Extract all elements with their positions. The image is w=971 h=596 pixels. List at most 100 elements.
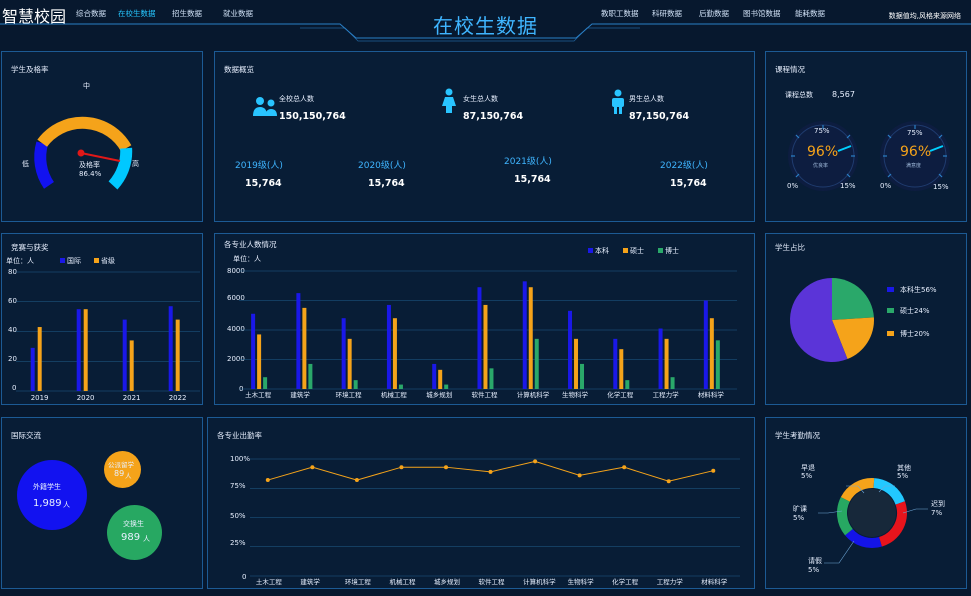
bar-国际-2020 — [76, 309, 81, 391]
nav-research[interactable]: 科研数据 — [652, 9, 682, 18]
xtick-2020: 2020 — [77, 394, 95, 402]
bubble-study-abroad — [104, 451, 141, 488]
pass-rate-label: 及格率 — [79, 161, 100, 169]
xtick-2022: 2022 — [169, 394, 187, 402]
student-ratio-panel: 学生占比 本科生56% 硕士24% 博士20% — [765, 233, 967, 405]
bar-博士-土木工程 — [263, 377, 268, 389]
donut-hole — [848, 489, 896, 537]
ytick: 75% — [230, 482, 246, 490]
course-gauges — [788, 121, 950, 191]
attendance-donut — [818, 478, 928, 564]
courses-panel: 课程情况 课程总数 8,567 75% 96% — [765, 51, 967, 222]
xtick-环境工程: 环境工程 — [336, 390, 363, 399]
bar-博士-化学工程 — [625, 380, 630, 389]
xtick-工程力学: 工程力学 — [657, 577, 684, 586]
bar-博士-城乡规划 — [444, 384, 449, 389]
panel-title: 各专业人数情况 — [224, 240, 277, 249]
ytick: 20 — [8, 355, 17, 363]
study-abroad-unit: 人 — [125, 472, 132, 480]
excellence-gauge — [788, 121, 858, 191]
xtick-城乡规划: 城乡规划 — [434, 577, 460, 586]
pass-rate-value: 86.4% — [79, 170, 102, 178]
student-ratio-pie — [790, 278, 874, 362]
nav-students[interactable]: 在校生数据 — [118, 9, 156, 18]
nav-library[interactable]: 图书馆数据 — [743, 9, 781, 18]
nav-energy[interactable]: 能耗数据 — [795, 9, 825, 18]
xtick-环境工程: 环境工程 — [345, 577, 372, 586]
gauge1-percent: 96% — [807, 144, 839, 160]
leader-line — [902, 508, 928, 514]
gauge2-tick-right: 15% — [933, 183, 949, 191]
gauge2-percent: 96% — [900, 144, 932, 160]
male-students-value: 87,150,764 — [629, 111, 690, 122]
nav-employment[interactable]: 就业数据 — [223, 9, 253, 18]
page-title: 在校生数据 — [433, 14, 538, 38]
bar-硕士-化学工程 — [619, 349, 624, 389]
bar-硕士-计算机科学 — [528, 287, 533, 389]
xtick-2019: 2019 — [31, 394, 49, 402]
nav-admissions[interactable]: 招生数据 — [172, 9, 202, 18]
bar-硕士-材料科学 — [709, 318, 714, 389]
foreign-students-value: 1,989 — [33, 498, 62, 509]
ytick: 50% — [230, 512, 246, 520]
gauge1-sub: 优良率 — [813, 163, 829, 169]
gauge-needle — [80, 152, 121, 162]
exchange-students-value: 989 — [121, 532, 141, 543]
header-frame — [0, 23, 971, 42]
unit-label: 单位：人 — [6, 257, 34, 265]
gauge-high-segment — [108, 147, 133, 190]
grade-2021-label: 2021级(人) — [504, 157, 552, 167]
bar-博士-机械工程 — [398, 384, 403, 389]
point-城乡规划 — [444, 465, 448, 470]
legend-swatch-provincial — [94, 258, 99, 263]
label-late: 迟到 — [931, 500, 945, 508]
nav-logistics[interactable]: 后勤数据 — [699, 9, 729, 18]
female-students-value: 87,150,764 — [463, 111, 524, 122]
ytick: 6000 — [227, 294, 245, 302]
slice-本科生 — [790, 278, 848, 362]
leader-line — [846, 485, 865, 494]
label-other: 其他 — [897, 464, 911, 472]
attendance-rate-chart: 土木工程 建筑学 环境工程 机械工程 城乡规划 软件工程 计算机科学 生物科学 化学工程 工程力学… — [250, 458, 740, 586]
ytick: 2000 — [227, 355, 245, 363]
grade-2020-label: 2020级(人) — [358, 161, 406, 171]
gauge-mid-label: 中 — [83, 82, 90, 90]
satisfaction-gauge — [880, 121, 950, 191]
xtick-建筑学: 建筑学 — [300, 577, 320, 586]
ytick: 80 — [8, 268, 17, 276]
exchange-students-label: 交换生 — [123, 520, 144, 528]
bar-本科-化学工程 — [613, 338, 618, 389]
exchange-panel: 国际交流 外籍学生 1,989 人 公派留学 89 人 交换生 989 人 — [1, 417, 203, 589]
ytick: 0 — [12, 384, 17, 392]
slice-硕士 — [832, 278, 874, 320]
bar-博士-材料科学 — [715, 340, 720, 389]
bar-硕士-机械工程 — [392, 318, 397, 389]
bar-硕士-工程力学 — [664, 338, 669, 389]
bar-省级-2019 — [37, 327, 42, 391]
legend-swatch-doctor — [887, 331, 894, 336]
bar-博士-建筑学 — [308, 363, 313, 389]
attendance-rate-panel: 各专业出勤率 100% 75% 50% 25% 0 土木工程 建筑学 环境工程 机械工… — [207, 417, 755, 589]
attendance-panel: 学生考勤情况 早退 5% 其他 5% 旷课 5% 迟到 7% 请假 5% — [765, 417, 967, 589]
total-students-value: 150,150,764 — [279, 111, 346, 122]
nav-overall[interactable]: 综合数据 — [76, 9, 106, 18]
donut-segment-其他 — [873, 478, 905, 505]
point-环境工程 — [354, 478, 359, 483]
gauge1-tick-right: 15% — [840, 182, 856, 190]
gauge2-sub: 满意度 — [906, 163, 922, 169]
male-students-label: 男生总人数 — [629, 95, 664, 103]
bar-国际-2021 — [122, 319, 127, 391]
panel-title: 竞赛与获奖 — [11, 243, 49, 252]
xtick-计算机科学: 计算机科学 — [517, 390, 550, 399]
bar-省级-2021 — [129, 340, 134, 391]
ytick: 8000 — [227, 267, 245, 275]
gauge-low-label: 低 — [22, 160, 29, 168]
overview-panel: 数据概览 全校总人数 150,150,764 女生总人数 87,150,764 … — [214, 51, 755, 222]
xtick-材料科学: 材料科学 — [698, 390, 725, 399]
legend-swatch-international — [60, 258, 65, 263]
bar-硕士-土木工程 — [257, 334, 262, 389]
point-机械工程 — [399, 465, 404, 470]
bar-省级-2022 — [175, 319, 180, 391]
nav-staff[interactable]: 教职工数据 — [601, 9, 639, 18]
grade-2022-label: 2022级(人) — [660, 161, 708, 171]
